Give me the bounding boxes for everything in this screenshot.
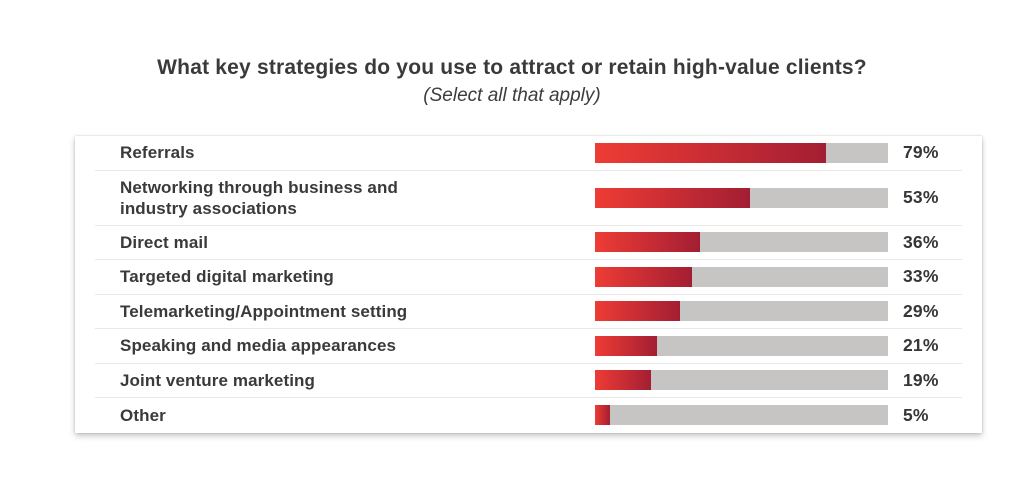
chart-row: Other 5% <box>95 398 962 433</box>
bar-fill <box>595 301 680 322</box>
chart-row: Referrals 79% <box>95 136 962 171</box>
value-label: 53% <box>903 187 939 207</box>
bar-fill <box>595 405 610 426</box>
chart-row: Networking through business and industry… <box>95 171 962 226</box>
value-label: 5% <box>903 404 929 425</box>
bar-fill <box>595 142 827 163</box>
value-label: 33% <box>903 266 939 287</box>
category-label: Referrals <box>120 143 195 163</box>
bar-track <box>595 142 888 163</box>
bar-track <box>595 187 888 208</box>
bar-fill <box>595 370 651 391</box>
bar-track <box>595 370 888 391</box>
bar-fill <box>595 266 692 287</box>
chart-title-prefix: What <box>157 56 216 79</box>
bar-fill <box>595 232 701 253</box>
bar-track <box>595 405 888 426</box>
chart-card: Referrals 79% Networking through busines… <box>75 136 982 433</box>
chart-row: Direct mail 36% <box>95 226 962 260</box>
value-label: 19% <box>903 369 939 390</box>
bar-track <box>595 335 888 356</box>
category-label: Direct mail <box>120 232 209 252</box>
value-label: 21% <box>903 335 939 356</box>
bar-fill <box>595 335 657 356</box>
category-label: Speaking and media appearances <box>120 336 397 356</box>
category-label: Joint venture marketing <box>120 370 316 390</box>
category-label: Other <box>120 405 166 425</box>
chart-title: What key strategies do you use to attrac… <box>0 55 1024 81</box>
chart-title-emphasis: key strategies <box>215 56 359 79</box>
bar-track <box>595 301 888 322</box>
bar-track <box>595 232 888 253</box>
chart-row: Joint venture marketing 19% <box>95 364 962 398</box>
value-label: 29% <box>903 300 939 321</box>
value-label: 36% <box>903 231 939 252</box>
chart-subtitle: (Select all that apply) <box>423 85 601 106</box>
category-label: Networking through business and industry… <box>120 177 398 218</box>
bar-track <box>595 266 888 287</box>
value-label: 79% <box>903 142 939 163</box>
chart-row: Telemarketing/Appointment setting 29% <box>95 295 962 329</box>
chart-row: Speaking and media appearances 21% <box>95 329 962 364</box>
chart-title-suffix: do you use to attract or retain high-val… <box>358 56 867 79</box>
chart-row: Targeted digital marketing 33% <box>95 260 962 295</box>
category-label: Targeted digital marketing <box>120 267 334 287</box>
bar-fill <box>595 187 751 208</box>
category-label: Telemarketing/Appointment setting <box>120 301 408 321</box>
